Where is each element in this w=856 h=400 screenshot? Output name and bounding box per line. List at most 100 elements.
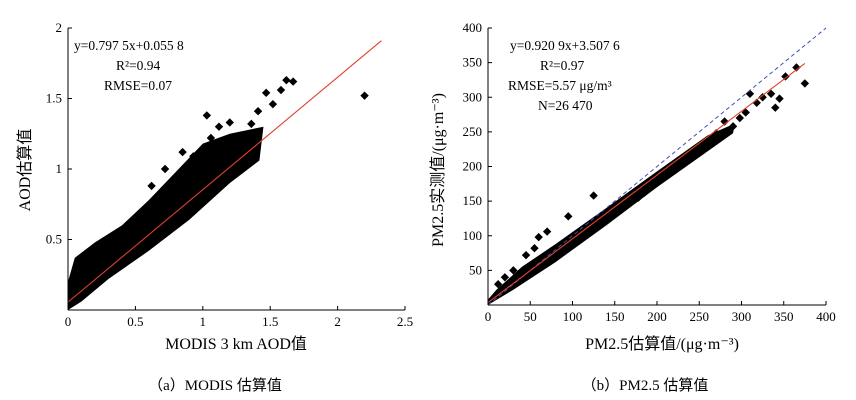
panel-a-equation: y=0.797 5x+0.055 8 — [74, 38, 184, 53]
panel-a-y-tick-label: 1.5 — [46, 91, 62, 106]
panel-b-point — [766, 89, 776, 98]
panel-a-x-tick-label: 0 — [65, 314, 72, 329]
panel-a-point — [214, 122, 224, 131]
panel-b-point — [634, 193, 643, 202]
panel-a-ticks: 0 0.5 1 1.5 2 2.5 0.5 1 1.5 2 — [46, 20, 413, 329]
panel-b-x-tick-label: 0 — [485, 309, 492, 324]
panel-a-x-tick-label: 2 — [334, 314, 341, 329]
panel-b-point — [678, 158, 687, 168]
panel-b-point — [752, 98, 761, 107]
panel-b-point — [800, 79, 810, 88]
panel-a-r2: R²=0.94 — [116, 58, 161, 73]
panel-b-point — [627, 196, 636, 206]
panel-b-point — [521, 250, 531, 260]
panel-a-plot-area — [67, 40, 382, 310]
panel-a-x-tick-label: 0.5 — [127, 314, 143, 329]
panel-b-x-tick-label: 350 — [774, 309, 794, 324]
panel-b-one-to-one-line — [487, 27, 827, 306]
panel-b-point — [493, 280, 503, 289]
panel-b-y-tick-label: 250 — [463, 124, 483, 139]
panel-b-point — [620, 201, 630, 211]
panel-a-point — [160, 164, 170, 174]
panel-b-point — [608, 210, 618, 220]
panel-a-point — [288, 77, 298, 86]
panel-a-point — [202, 111, 212, 120]
panel-a-point — [239, 130, 248, 140]
panel-b-point — [652, 177, 662, 186]
panel-b-point — [614, 205, 624, 214]
panel-b-point — [542, 227, 552, 236]
panel-b-point — [699, 140, 708, 149]
panel-b-y-tick-label: 200 — [463, 159, 483, 174]
panel-a-point — [282, 75, 291, 85]
panel-a-regression-line — [67, 40, 382, 303]
panel-b: 0 50 100 150 200 250 300 350 400 50 100 150 200 250 30… — [429, 20, 836, 394]
panel-b-y-tick-label: 400 — [463, 20, 483, 35]
panel-a-point — [276, 85, 286, 95]
panel-a: 0 0.5 1 1.5 2 2.50.511.52 y=0.797 5x+0.055 8 … — [15, 20, 413, 394]
panel-a-y-tick-label: 2 — [56, 20, 63, 35]
panel-b-x-tick-label: 400 — [816, 309, 836, 324]
panel-a-point — [232, 145, 241, 154]
panel-b-point — [775, 94, 784, 103]
panel-b-point — [589, 191, 598, 200]
panel-b-point — [509, 266, 518, 275]
panel-b-caption: （b）PM2.5 估算值 — [582, 376, 709, 394]
panel-b-point — [741, 108, 750, 117]
panel-a-y-tick-label: 1 — [56, 161, 63, 176]
panel-b-point — [500, 273, 510, 282]
panel-a-x-tick-label: 1 — [200, 314, 207, 329]
panel-b-plot-area — [487, 27, 827, 306]
panel-a-point-cloud — [68, 126, 264, 310]
panel-b-point — [693, 147, 702, 156]
panel-b-x-label: PM2.5估算值/(μg·m⁻³) — [585, 334, 739, 353]
panel-b-ticks: 0 50 100 150 200 250 300 350 400 50 100 150 200 250 30… — [463, 20, 836, 324]
panel-a-caption: （a）MODIS 估算值 — [148, 376, 282, 394]
panel-b-x-tick-label: 250 — [690, 309, 710, 324]
panel-a-point — [178, 147, 187, 157]
panel-b-point — [686, 151, 695, 161]
panel-a-point — [253, 106, 263, 116]
panel-b-point — [665, 169, 674, 178]
panel-b-point — [534, 232, 543, 242]
panel-b-x-tick-label: 150 — [605, 309, 625, 324]
panel-a-point — [360, 91, 369, 100]
panel-b-point — [781, 72, 790, 81]
panel-b-point — [602, 214, 611, 223]
panel-b-y-tick-label: 150 — [463, 193, 483, 208]
panel-b-point — [720, 117, 729, 126]
panel-b-point — [671, 163, 680, 173]
panel-a-x-tick-label: 2.5 — [397, 314, 413, 329]
panel-b-point — [530, 244, 539, 253]
panel-b-point — [758, 93, 767, 102]
panel-b-point — [792, 63, 801, 72]
panel-a-point — [225, 118, 234, 127]
panel-b-x-tick-label: 200 — [647, 309, 667, 324]
panel-b-y-tick-label: 100 — [463, 228, 483, 243]
panel-b-y-tick-label: 50 — [469, 262, 482, 277]
panel-b-y-label: PM2.5实测值/(μg·m⁻³) — [429, 93, 447, 247]
panel-a-point — [261, 88, 271, 98]
panel-b-x-tick-label: 300 — [732, 309, 752, 324]
panel-a-x-label: MODIS 3 km AOD值 — [165, 335, 307, 353]
panel-a-rmse: RMSE=0.07 — [104, 78, 172, 93]
panel-b-point — [728, 122, 738, 131]
panel-a-point — [206, 133, 216, 143]
panel-b-r2: R²=0.97 — [540, 58, 585, 73]
panel-a-point — [189, 152, 198, 161]
panel-a-point — [268, 99, 278, 109]
panel-b-point — [745, 89, 755, 98]
panel-b-x-tick-label: 50 — [524, 309, 537, 324]
panel-b-point — [659, 174, 668, 183]
panel-a-point — [147, 181, 156, 191]
panel-b-rmse: RMSE=5.57 μg/m³ — [508, 78, 612, 93]
panel-b-n: N=26 470 — [538, 98, 593, 113]
panel-b-y-tick-label: 300 — [463, 89, 483, 104]
panel-b-point — [564, 212, 573, 221]
panel-a-point — [247, 119, 256, 129]
panel-b-point — [640, 188, 649, 198]
panel-b-regression-line — [487, 62, 806, 304]
panel-b-point — [771, 103, 780, 112]
panel-b-y-tick-label: 350 — [463, 55, 483, 70]
